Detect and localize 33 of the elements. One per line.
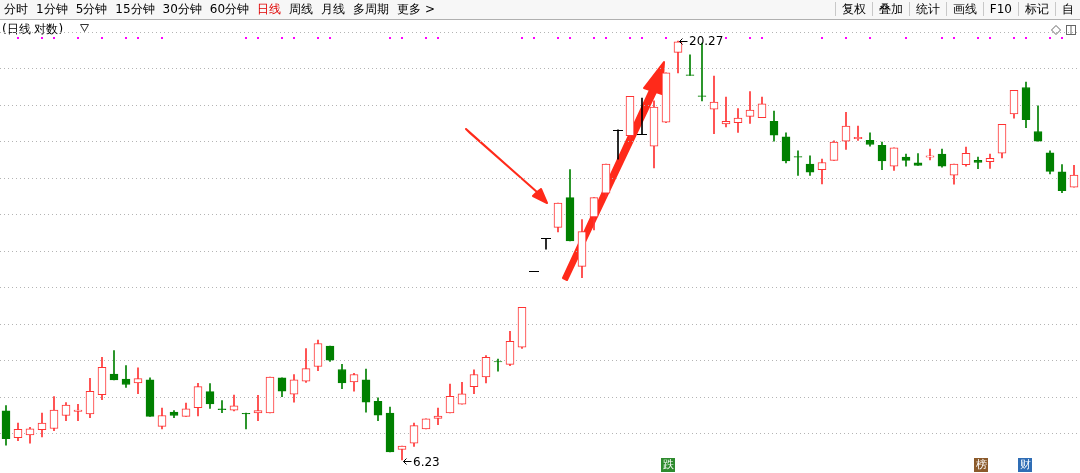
text: 分时 bbox=[4, 2, 28, 16]
text: 60分钟 bbox=[209, 2, 250, 16]
text: 月线 bbox=[321, 2, 346, 16]
candlestick bbox=[241, 412, 251, 430]
text: 叠加 bbox=[871, 2, 909, 16]
text: 自 bbox=[1055, 2, 1080, 16]
annotation: 财 bbox=[1018, 458, 1032, 472]
candlestick bbox=[636, 97, 648, 135]
candlestick bbox=[925, 148, 935, 161]
candlestick bbox=[73, 403, 83, 421]
candlestick bbox=[540, 238, 552, 250]
text: 30分钟 bbox=[162, 2, 202, 16]
text: F10 bbox=[982, 2, 1018, 16]
text: 统计 bbox=[908, 2, 946, 16]
text: 更多 > bbox=[397, 2, 435, 16]
text: 画线 bbox=[945, 2, 983, 16]
text: 15分钟 bbox=[115, 2, 155, 16]
text: 标记 bbox=[1018, 2, 1055, 16]
annotation: 跌 bbox=[661, 458, 675, 472]
candlestick bbox=[612, 129, 624, 160]
text: 5分钟 bbox=[75, 2, 108, 16]
text: 周线 bbox=[289, 2, 314, 16]
candlestick bbox=[133, 367, 143, 395]
candlestick bbox=[709, 75, 719, 134]
text: 1分钟 bbox=[36, 2, 68, 16]
text: 复权 bbox=[834, 2, 872, 16]
text: 多周期 bbox=[353, 2, 390, 16]
candlestick bbox=[217, 400, 227, 413]
annotation: 20.27 bbox=[689, 33, 724, 49]
candlestick bbox=[745, 91, 755, 124]
annotation: 6.23 bbox=[413, 453, 440, 470]
annotation: 榜 bbox=[974, 458, 988, 472]
text: 日线 bbox=[257, 2, 282, 16]
